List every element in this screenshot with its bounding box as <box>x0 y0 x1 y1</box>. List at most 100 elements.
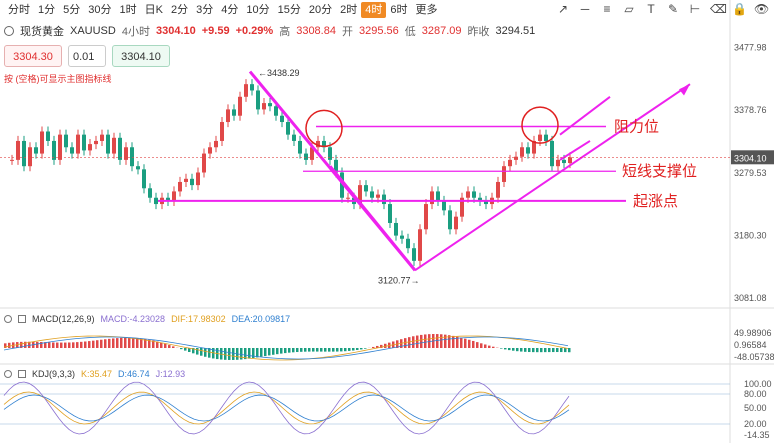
interval-selector[interactable]: 4小时 <box>121 26 150 38</box>
macd-bar <box>220 348 223 360</box>
fib-icon[interactable]: ≡ <box>603 2 611 16</box>
candle-body-55 <box>340 172 344 198</box>
candle-body-60 <box>370 191 374 198</box>
brush-icon[interactable]: ✎ <box>667 2 679 16</box>
settings-icon[interactable] <box>4 315 12 323</box>
k-line <box>3 391 570 425</box>
macd-bar <box>132 337 135 348</box>
candle-body-18 <box>118 137 122 160</box>
uptrend-line <box>414 83 691 272</box>
timeframe-5[interactable]: 日K <box>144 4 163 16</box>
candle-body-28 <box>178 181 182 192</box>
timeframe-9[interactable]: 10分 <box>246 4 270 16</box>
open-value: 3295.56 <box>358 25 399 37</box>
toggle-icon[interactable] <box>18 315 26 323</box>
d-value: D:46.74 <box>118 369 150 379</box>
macd-tick-1: 0.96584 <box>734 340 767 350</box>
macd-bar <box>248 348 251 359</box>
candle-body-7 <box>52 140 56 160</box>
timeframe-13[interactable]: 4时 <box>361 2 387 18</box>
macd-bar <box>140 338 143 348</box>
candle-body-49 <box>304 153 308 160</box>
origin-annotation: 起涨点 <box>633 192 678 210</box>
timeframe-8[interactable]: 4分 <box>221 4 239 16</box>
timeframe-4[interactable]: 1时 <box>119 4 137 16</box>
timeframe-1[interactable]: 1分 <box>38 4 56 16</box>
macd-bar <box>80 341 83 348</box>
candle-body-93 <box>568 157 572 164</box>
timeframe-0[interactable]: 分时 <box>8 4 30 16</box>
timeframe-3[interactable]: 30分 <box>88 4 112 16</box>
candle-body-58 <box>358 185 362 205</box>
macd-bar <box>460 337 463 348</box>
candle-body-72 <box>442 200 446 211</box>
timeframe-10[interactable]: 15分 <box>277 4 301 16</box>
candle-body-35 <box>220 122 224 141</box>
text-tool-icon[interactable]: T <box>647 2 655 16</box>
eye-icon[interactable]: 👁 <box>754 2 770 16</box>
measure-icon[interactable]: ⊢ <box>689 2 701 16</box>
macd-bar <box>448 335 451 348</box>
macd-bar <box>164 343 167 348</box>
macd-bar <box>36 341 39 348</box>
candle-body-73 <box>448 210 452 230</box>
candle-body-31 <box>196 172 200 186</box>
price-tick-2: 3279.53 <box>734 168 767 178</box>
timeframe-11[interactable]: 20分 <box>308 4 333 16</box>
candle-body-37 <box>232 109 236 116</box>
candle-body-75 <box>460 197 464 217</box>
macd-bar <box>244 348 247 360</box>
resistance-circle-left <box>305 109 343 148</box>
channel-icon[interactable]: ▱ <box>624 2 634 16</box>
candle-body-13 <box>88 144 92 151</box>
symbol-name[interactable]: 现货黄金 <box>20 26 64 38</box>
macd-bar <box>420 334 423 348</box>
macd-bar <box>204 348 207 357</box>
lock-icon[interactable]: 🔒 <box>732 2 747 16</box>
candle-body-23 <box>148 188 152 198</box>
macd-bar <box>336 348 339 352</box>
candle-body-1 <box>16 140 20 160</box>
macd-bar <box>276 348 279 355</box>
eraser-icon[interactable]: ⌫ <box>710 2 727 16</box>
quantity-input[interactable]: 0.01 <box>68 45 106 67</box>
candle-body-8 <box>58 134 62 160</box>
horizontal-line-icon[interactable]: ─ <box>580 2 590 16</box>
high-value: 3308.84 <box>296 25 336 37</box>
timeframe-6[interactable]: 2分 <box>170 4 189 16</box>
macd-bar <box>104 339 107 348</box>
timeframe-15[interactable]: 更多 <box>415 4 438 16</box>
kdj-tick-1: 80.00 <box>744 389 767 399</box>
low-mark: 3120.77→ <box>378 275 420 285</box>
long-arrow-line <box>559 95 611 136</box>
macd-bar <box>304 348 307 352</box>
d-line <box>3 394 570 422</box>
macd-bar <box>4 343 7 348</box>
macd-bar <box>556 348 559 353</box>
macd-bar <box>352 348 355 351</box>
timeframe-14[interactable]: 6时 <box>390 4 408 16</box>
toggle-icon[interactable] <box>18 370 26 378</box>
candle-body-3 <box>28 147 32 167</box>
macd-bar <box>232 348 235 360</box>
candle-body-39 <box>244 84 248 97</box>
trend-line-icon[interactable]: ↗ <box>557 2 569 16</box>
sell-button[interactable]: 3304.30 <box>4 45 62 67</box>
candle-body-45 <box>280 115 284 123</box>
high-mark: ←3438.29 <box>258 68 300 78</box>
buy-button[interactable]: 3304.10 <box>112 45 170 67</box>
candle-body-59 <box>364 185 368 192</box>
macd-bar <box>520 348 523 352</box>
macd-bar <box>144 339 147 348</box>
timeframe-2[interactable]: 5分 <box>63 4 81 16</box>
timeframe-12[interactable]: 2时 <box>340 4 358 16</box>
symbol-icon <box>4 26 14 36</box>
settings-icon[interactable] <box>4 370 12 378</box>
macd-bar <box>444 334 447 348</box>
macd-bar <box>188 348 191 352</box>
timeframe-7[interactable]: 3分 <box>196 4 214 16</box>
low-label: 低 <box>404 26 416 38</box>
